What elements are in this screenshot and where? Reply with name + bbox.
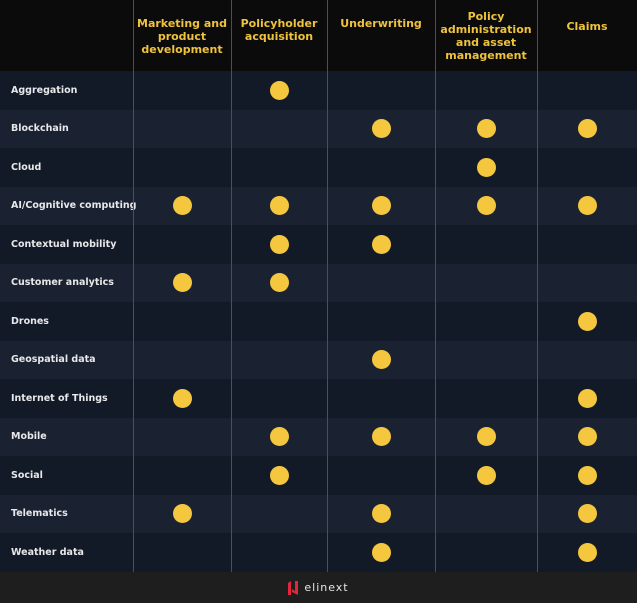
elinext-logo-icon — [288, 580, 299, 595]
applicability-dot — [476, 465, 496, 485]
table-row: Social — [0, 456, 637, 495]
applicability-dot — [269, 234, 289, 254]
row-label: Mobile — [11, 431, 47, 443]
applicability-dot — [371, 542, 391, 562]
applicability-dot — [371, 427, 391, 447]
applicability-dot — [476, 196, 496, 216]
applicability-dot — [371, 196, 391, 216]
row-label: Geospatial data — [11, 354, 96, 366]
applicability-dot — [577, 465, 597, 485]
row-label: Internet of Things — [11, 392, 108, 404]
column-header: Policyholder acquisition — [240, 17, 318, 43]
table-row: Mobile — [0, 417, 637, 456]
table-row: Telematics — [0, 494, 637, 533]
row-label: Telematics — [11, 508, 68, 520]
row-label: Social — [11, 469, 43, 481]
row-label: Drones — [11, 315, 49, 327]
technology-matrix: Marketing and product development Policyh… — [0, 0, 637, 572]
row-label: Weather data — [11, 546, 84, 558]
table-row: Drones — [0, 302, 637, 341]
applicability-dot — [172, 504, 192, 524]
column-header: Underwriting — [340, 17, 422, 30]
row-label: Blockchain — [11, 123, 69, 135]
applicability-dot — [371, 234, 391, 254]
column-divider — [327, 0, 328, 572]
applicability-dot — [269, 196, 289, 216]
applicability-dot — [577, 311, 597, 331]
table-row: Customer analytics — [0, 263, 637, 302]
applicability-dot — [269, 427, 289, 447]
column-divider — [435, 0, 436, 572]
row-label: AI/Cognitive computing — [11, 200, 137, 212]
footer: elinext — [0, 572, 637, 603]
table-row: Geospatial data — [0, 340, 637, 379]
applicability-dot — [577, 504, 597, 524]
applicability-dot — [371, 119, 391, 139]
applicability-dot — [172, 273, 192, 293]
applicability-dot — [269, 273, 289, 293]
column-header: Marketing and product development — [137, 17, 227, 56]
logo-text: elinext — [304, 581, 349, 594]
table-row: AI/Cognitive computing — [0, 186, 637, 225]
row-label: Customer analytics — [11, 277, 114, 289]
applicability-dot — [476, 119, 496, 139]
column-divider — [537, 0, 538, 572]
applicability-dot — [269, 465, 289, 485]
table-row: Contextual mobility — [0, 225, 637, 264]
column-header: Claims — [566, 20, 608, 33]
applicability-dot — [371, 350, 391, 370]
applicability-dot — [269, 80, 289, 100]
table-row: Internet of Things — [0, 379, 637, 418]
column-divider — [133, 0, 134, 572]
applicability-dot — [577, 542, 597, 562]
table-header: Marketing and product development Policyh… — [0, 0, 637, 71]
row-label: Aggregation — [11, 84, 78, 96]
table-row: Aggregation — [0, 71, 637, 110]
applicability-dot — [172, 388, 192, 408]
column-header: Policy administration and asset manageme… — [440, 10, 532, 62]
table-row: Blockchain — [0, 109, 637, 148]
applicability-dot — [577, 119, 597, 139]
applicability-dot — [172, 196, 192, 216]
row-label: Contextual mobility — [11, 238, 117, 250]
applicability-dot — [577, 427, 597, 447]
applicability-dot — [476, 157, 496, 177]
applicability-dot — [577, 196, 597, 216]
column-divider — [231, 0, 232, 572]
table-row: Weather data — [0, 533, 637, 572]
row-label: Cloud — [11, 161, 42, 173]
table-row: Cloud — [0, 148, 637, 187]
applicability-dot — [476, 427, 496, 447]
applicability-dot — [371, 504, 391, 524]
applicability-dot — [577, 388, 597, 408]
